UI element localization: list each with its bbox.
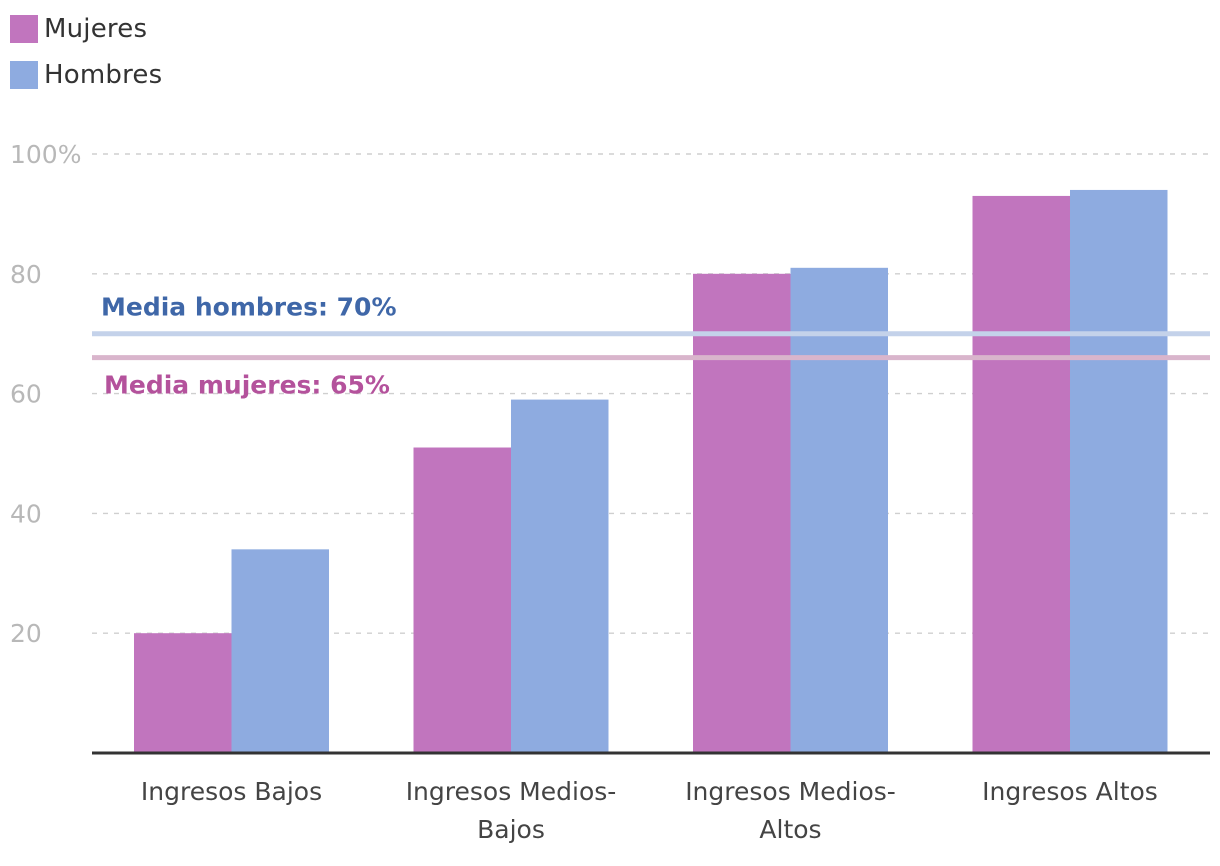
x-tick-label-3: Ingresos Medios-Altos <box>685 777 896 844</box>
legend-item-hombres: Hombres <box>10 58 162 92</box>
x-tick-label-1: Ingresos Bajos <box>141 777 322 806</box>
y-tick-label-60: 60 <box>10 380 42 409</box>
bars-layer <box>134 189 1168 753</box>
axis-layer: 20 40 60 80 100% Ingresos Bajos Ingresos Medio… <box>10 140 1210 844</box>
reference-lines-layer: Media hombres: 70% Media mujeres: 65% <box>92 293 1210 400</box>
y-tick-label-40: 40 <box>10 499 42 528</box>
x-tick-label-4: Ingresos Altos <box>982 777 1158 806</box>
bar-hombres-2 <box>511 399 609 753</box>
bar-mujeres-2 <box>413 447 511 753</box>
reference-label-2: Media mujeres: 65% <box>104 371 390 400</box>
bar-hombres-4 <box>1070 189 1168 753</box>
legend-swatch-hombres <box>10 61 38 89</box>
bar-mujeres-4 <box>972 195 1070 753</box>
x-tick-label-2: Ingresos Medios-Bajos <box>406 777 617 844</box>
reference-label-1: Media hombres: 70% <box>101 293 397 322</box>
y-tick-label-20: 20 <box>10 619 42 648</box>
y-tick-label-100: 100% <box>10 140 81 169</box>
bar-mujeres-3 <box>693 273 791 753</box>
legend-item-mujeres: Mujeres <box>10 12 162 46</box>
legend-label-hombres: Hombres <box>44 60 163 90</box>
legend: Mujeres Hombres <box>10 12 162 104</box>
legend-label-mujeres: Mujeres <box>44 14 148 44</box>
bar-hombres-1 <box>231 549 329 753</box>
y-tick-label-80: 80 <box>10 260 42 289</box>
bar-hombres-3 <box>790 267 888 753</box>
bar-mujeres-1 <box>134 633 232 753</box>
legend-swatch-mujeres <box>10 15 38 43</box>
